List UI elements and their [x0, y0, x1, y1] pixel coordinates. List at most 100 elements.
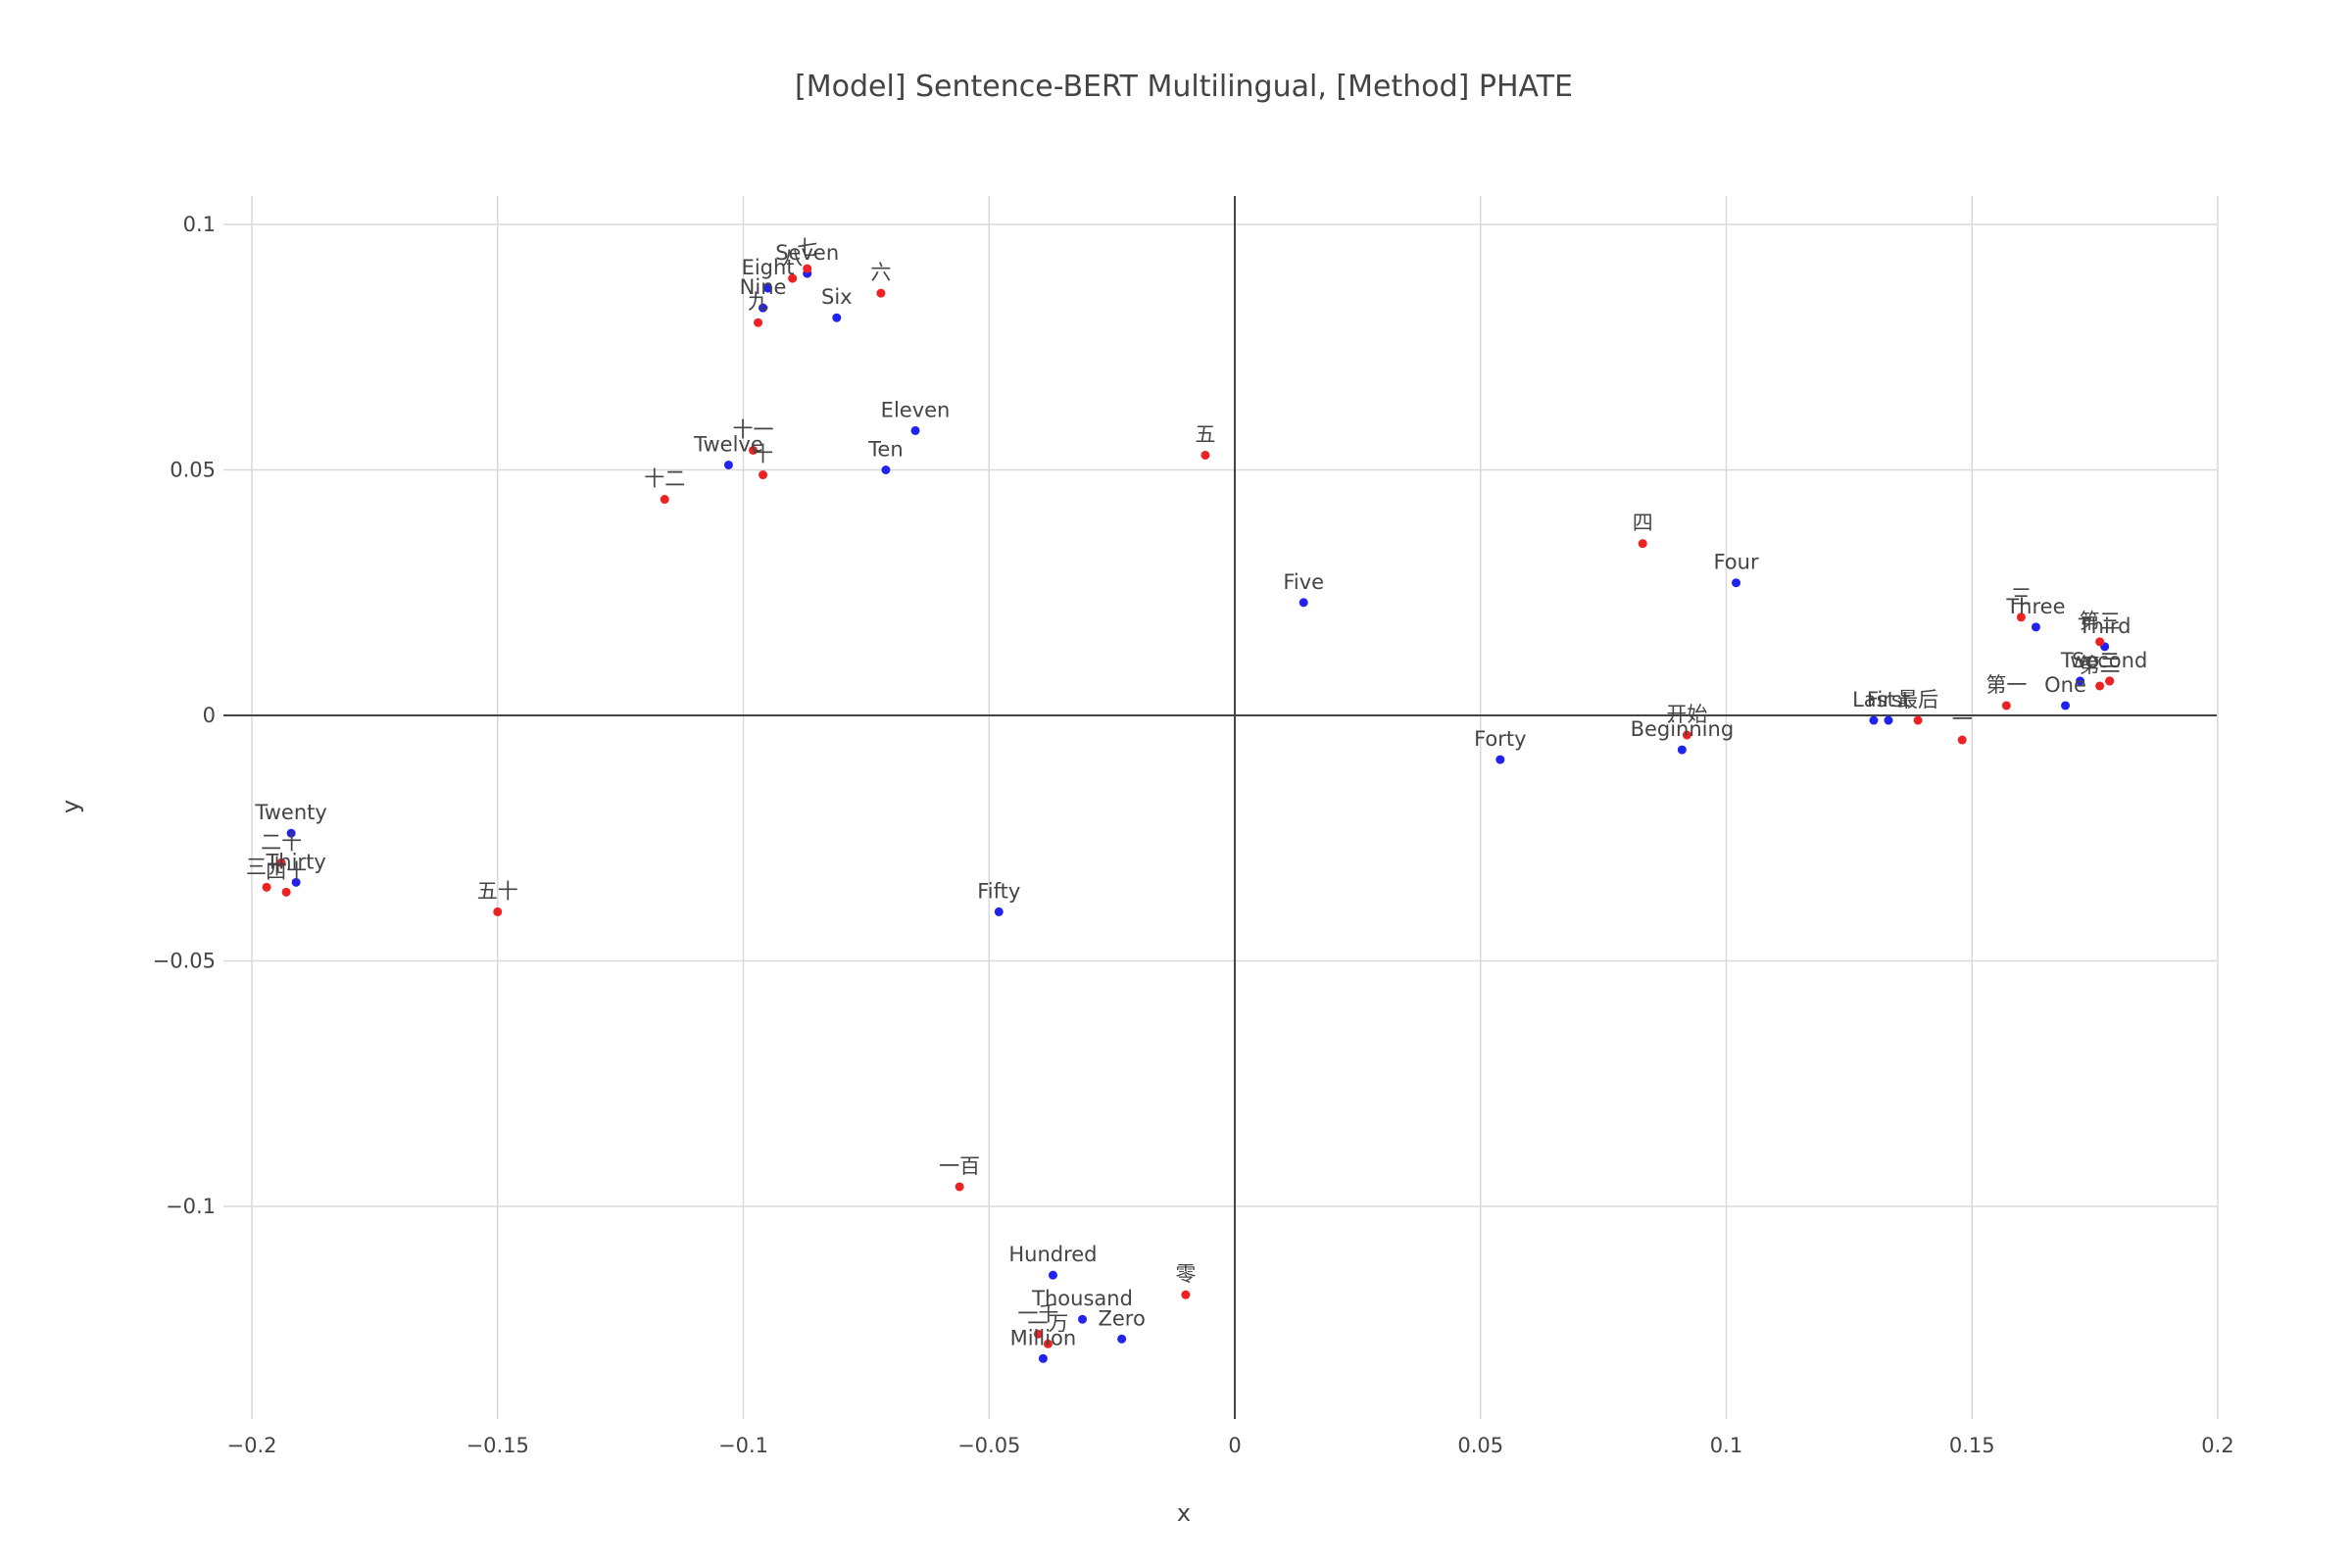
data-point	[876, 288, 886, 298]
data-point	[1869, 715, 1879, 725]
point-label: 一百	[939, 1154, 980, 1178]
point-label: 七	[797, 236, 817, 260]
x-tick-label: 0.1	[1710, 1434, 1742, 1457]
data-point	[1682, 730, 1691, 740]
data-point	[262, 882, 271, 892]
data-point	[1033, 1329, 1043, 1339]
point-label: 九	[748, 290, 768, 314]
data-point	[1884, 715, 1893, 725]
x-tick-label: −0.05	[957, 1434, 1020, 1457]
point-label: Nine	[740, 275, 787, 299]
point-label: 五	[1195, 422, 1215, 446]
point-label: 八	[782, 246, 803, 270]
data-point	[723, 460, 733, 469]
point-label: Ten	[867, 438, 904, 462]
point-label: Third	[2078, 614, 2132, 638]
axes	[223, 196, 2217, 1419]
point-label: 十一	[733, 417, 774, 441]
data-points	[262, 264, 2115, 1363]
data-point	[763, 283, 773, 293]
y-axis-title: y	[57, 800, 84, 813]
data-point	[910, 425, 920, 435]
point-label: 三	[2011, 585, 2032, 609]
data-point	[1298, 598, 1308, 608]
x-tick-label: 0.2	[2201, 1434, 2233, 1457]
point-label: Hundred	[1008, 1243, 1097, 1266]
data-point	[2095, 681, 2105, 691]
point-label: 第三	[2080, 610, 2121, 633]
point-label: 十二	[644, 467, 685, 491]
data-point	[281, 887, 291, 897]
point-label: 四	[1633, 512, 1653, 535]
data-point	[754, 318, 763, 327]
y-tick-label: −0.05	[153, 950, 216, 973]
point-label: Zero	[1098, 1306, 1145, 1330]
x-tick-label: −0.1	[718, 1434, 768, 1457]
data-point	[1078, 1314, 1088, 1324]
data-point	[2105, 676, 2115, 686]
data-point	[881, 466, 891, 474]
point-label: 一万	[1027, 1311, 1068, 1335]
y-tick-label: −0.1	[166, 1195, 216, 1218]
data-point	[2076, 676, 2085, 686]
point-label: 最后	[1897, 688, 1938, 711]
point-label: 二	[2099, 649, 2120, 672]
point-label: 零	[1175, 1262, 1196, 1286]
point-label: 十	[753, 443, 773, 466]
data-point	[2095, 637, 2105, 647]
data-point	[1043, 1339, 1053, 1348]
x-tick-label: 0.05	[1457, 1434, 1503, 1457]
point-label: Beginning	[1631, 717, 1735, 741]
data-point	[788, 273, 798, 283]
point-label: 第二	[2080, 654, 2121, 677]
point-label: Thousand	[1031, 1287, 1133, 1310]
data-point	[1913, 715, 1923, 725]
point-label: 三十	[246, 855, 287, 878]
point-label: Twelve	[693, 432, 763, 456]
data-point	[2016, 612, 2026, 622]
data-point	[832, 313, 842, 322]
y-tick-label: 0.05	[170, 459, 216, 482]
data-point	[1181, 1290, 1191, 1299]
data-point	[2001, 701, 2011, 710]
x-tick-label: 0	[1228, 1434, 1241, 1457]
data-point	[1677, 745, 1687, 755]
point-label: Eleven	[881, 398, 951, 421]
data-point	[1732, 578, 1741, 588]
y-tick-label: 0	[203, 704, 216, 727]
data-point	[276, 858, 286, 867]
x-tick-label: −0.15	[466, 1434, 529, 1457]
data-point	[2061, 701, 2071, 710]
data-point	[759, 303, 768, 313]
data-point	[493, 906, 503, 916]
grid-lines	[223, 196, 2219, 1419]
point-label: Second	[2072, 649, 2147, 672]
data-point	[955, 1182, 964, 1192]
data-point	[291, 877, 301, 887]
data-point	[1048, 1270, 1057, 1280]
point-label: 二十	[261, 830, 302, 854]
x-tick-label: 0.15	[1949, 1434, 1995, 1457]
point-label: Four	[1713, 551, 1758, 574]
point-label: 六	[870, 261, 891, 284]
y-tick-labels: 0.1 0.05 0 −0.05 −0.1	[153, 213, 216, 1218]
point-label: 五十	[477, 879, 518, 903]
point-label: Five	[1283, 570, 1324, 594]
point-label: Seven	[775, 241, 839, 265]
chart-title: [Model] Sentence-BERT Multilingual, [Met…	[795, 70, 1573, 104]
point-label: Last	[1852, 688, 1895, 711]
point-label: 一千	[1017, 1301, 1058, 1325]
data-point	[759, 470, 768, 480]
point-label: Six	[821, 285, 853, 309]
point-label: 四十	[266, 859, 307, 883]
point-label: Two	[2060, 649, 2099, 672]
data-point	[994, 906, 1004, 916]
point-label: Million	[1010, 1326, 1077, 1349]
point-label: Fifty	[977, 879, 1020, 903]
point-label: 开始	[1666, 703, 1707, 726]
y-tick-label: 0.1	[183, 213, 216, 236]
data-point	[660, 495, 669, 505]
data-point	[2031, 622, 2040, 632]
